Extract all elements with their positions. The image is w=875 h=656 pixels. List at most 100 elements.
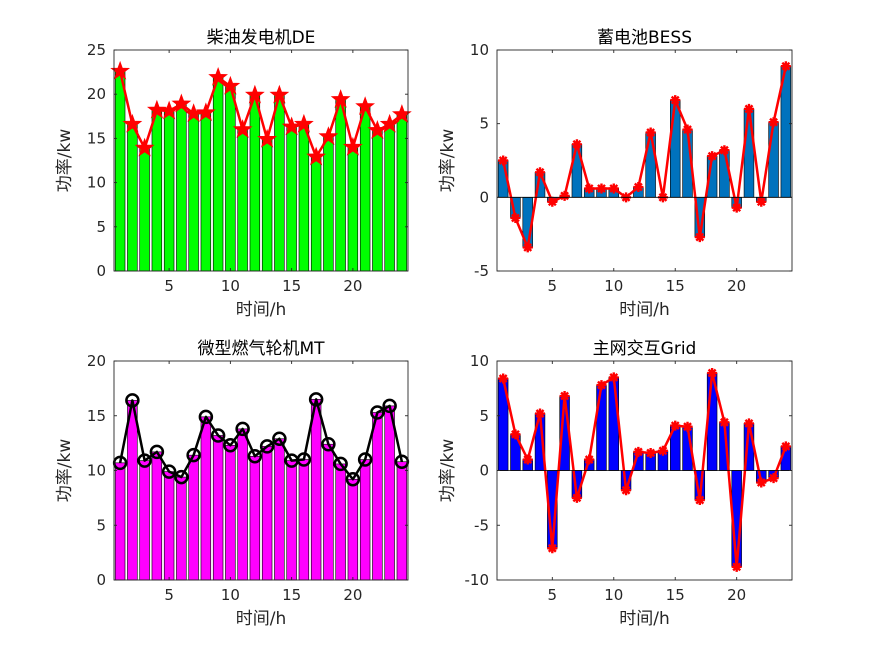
y-tick-label: 20 [87,352,106,370]
bar [335,99,346,272]
data-point [670,420,681,431]
y-axis-label: 功率/kw [438,129,458,193]
data-point [682,124,693,135]
bar [212,77,224,272]
data-point [333,456,348,472]
series-line [501,65,788,249]
bar [719,149,730,198]
data-point [296,452,312,467]
data-point [719,417,730,428]
data-point [510,212,521,223]
data-point [171,93,192,113]
data-point [244,84,265,104]
data-point [272,431,287,446]
x-tick-label: 5 [548,277,558,295]
data-point [547,196,558,207]
bar [225,445,236,581]
data-point [707,368,718,379]
bar [261,138,273,272]
bar [249,94,261,272]
data-point [633,446,644,457]
bar [670,99,681,198]
bar [298,123,310,272]
data-point [146,99,167,119]
bar [596,384,607,471]
data-point [161,464,177,479]
data-point [308,392,324,407]
bar [372,130,383,272]
bar [372,412,383,581]
bar [274,94,285,272]
x-axis-label: 时间/h [236,609,287,629]
data-point [174,469,189,485]
data-point [370,405,385,420]
bar [139,147,150,272]
x-tick-label: 10 [221,277,240,295]
data-point [137,453,152,468]
bar [127,400,138,581]
data-point [670,95,681,106]
series-line [501,371,788,569]
bar [274,438,285,581]
y-tick-label: 0 [96,571,106,589]
x-axis-label: 时间/h [236,300,287,320]
data-point [198,409,214,425]
x-tick-label: 20 [727,586,746,604]
bar [151,451,163,581]
data-point [633,182,644,193]
data-point [596,380,607,391]
data-point [210,428,226,443]
bar [359,106,371,272]
x-tick-label: 15 [282,277,301,295]
data-point [382,398,397,414]
data-point [367,120,388,139]
y-tick-label: 0 [479,188,489,206]
chart-title: 柴油发电机DE [207,28,316,48]
bar [249,455,261,581]
data-point [719,145,730,156]
axes-frame [496,49,793,272]
plot-area [114,50,408,271]
y-tick-label: 25 [87,41,106,59]
y-tick-label: 10 [470,41,489,59]
bar [261,446,273,581]
data-point [195,102,216,122]
data-point [535,167,546,178]
data-point [584,183,595,194]
data-point [584,454,595,465]
chart-title: 微型燃气轮机MT [197,339,325,359]
x-tick-label: 15 [666,277,685,295]
bar [176,476,187,581]
data-point [571,139,582,150]
data-point [330,89,351,108]
chart-panel-3: 5 10 15 20 0 5 10 15 20 微型燃气轮机MT 时间/h 功率/kw [55,339,410,629]
x-tick-label: 15 [666,586,685,604]
data-point [571,492,582,503]
bar [286,126,297,272]
chart-panel-1: 5 10 15 20 0 5 10 15 20 25 柴油发电机DE 时间/h 功率/kw [55,28,412,320]
data-point [247,449,263,464]
data-point [768,117,779,128]
x-tick-label: 5 [164,277,174,295]
x-tick-label: 10 [604,586,623,604]
bar [347,478,359,581]
data-point [522,242,533,253]
y-tick-label: 5 [479,407,489,425]
data-point [149,444,165,460]
data-point [559,391,570,402]
data-point [293,113,314,133]
bar [237,428,248,581]
data-point [694,495,705,506]
data-point [682,421,693,432]
data-point [498,155,509,166]
y-tick-label: 5 [96,218,106,236]
bar [200,112,212,272]
bar [139,460,150,581]
y-tick-label: -5 [474,262,489,280]
x-axis-label: 时间/h [619,609,670,629]
data-point [220,75,241,95]
bar [310,399,322,581]
data-point [731,561,742,572]
data-point [596,183,607,194]
chart-title: 主网交互Grid [593,339,697,359]
